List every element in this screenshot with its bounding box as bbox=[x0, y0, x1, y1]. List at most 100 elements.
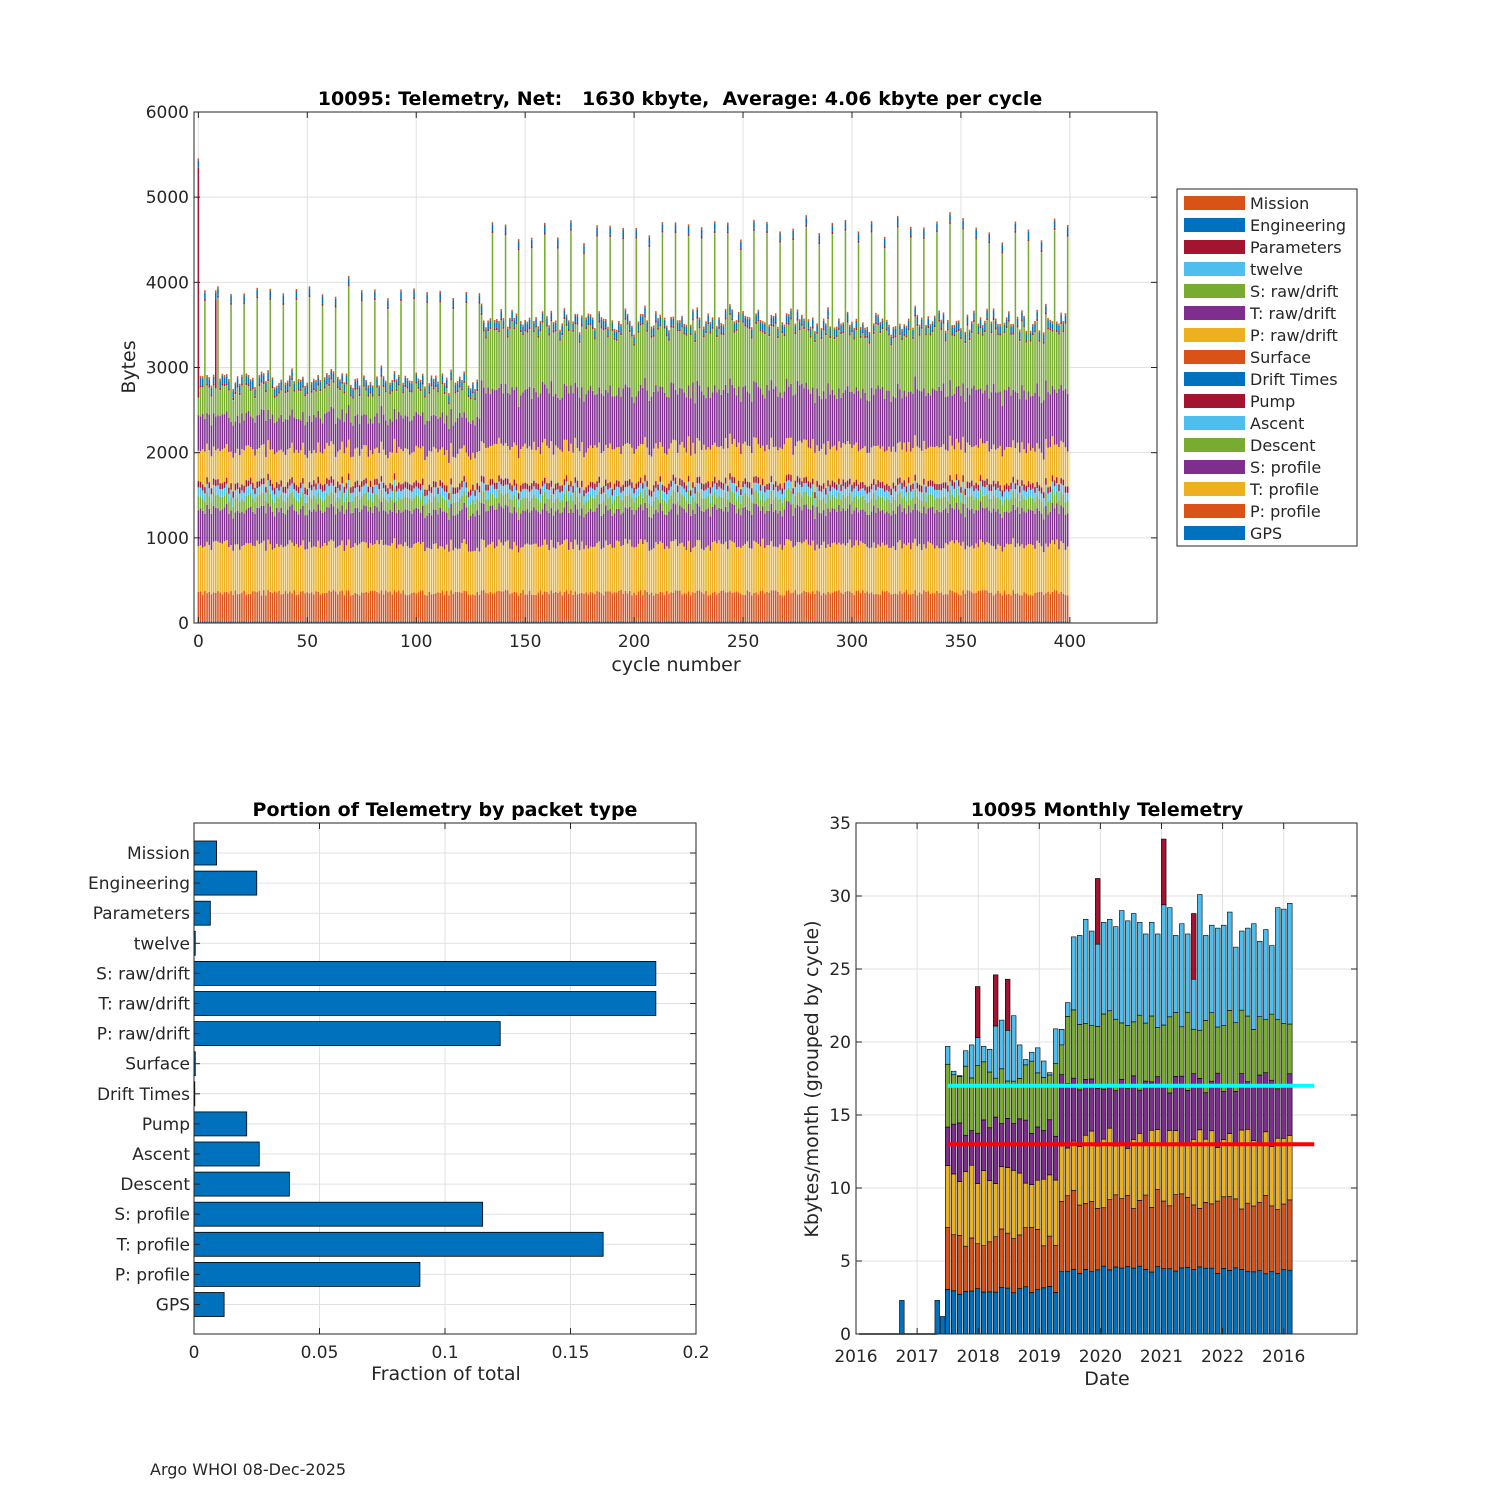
chart1-bar-segment bbox=[548, 620, 550, 623]
chart1-bar-segment bbox=[578, 334, 581, 341]
chart1-bar-segment bbox=[866, 338, 868, 401]
chart1-bar-segment bbox=[221, 449, 224, 483]
chart1-bar-segment bbox=[809, 393, 812, 449]
chart1-bar-segment bbox=[374, 300, 376, 417]
chart1-bar-segment bbox=[750, 620, 753, 623]
chart1-bar-segment bbox=[838, 318, 840, 321]
chart1-bar-segment bbox=[812, 328, 814, 388]
chart1-bar-segment bbox=[801, 620, 803, 623]
chart1-bar-segment bbox=[857, 231, 860, 234]
chart1-bar-segment bbox=[439, 486, 441, 495]
chart1-bar-segment bbox=[772, 324, 775, 327]
chart1-bar-segment bbox=[493, 443, 496, 483]
chart1-bar-segment bbox=[249, 381, 252, 389]
chart1-bar-segment bbox=[400, 593, 402, 621]
chart1-bar-segment bbox=[387, 298, 389, 301]
chart1-bar-segment bbox=[315, 489, 317, 499]
chart1-bar-segment bbox=[698, 506, 701, 541]
chart1-bar-segment bbox=[539, 320, 542, 323]
chart1-bar-segment bbox=[354, 592, 356, 621]
chart1-bar-segment bbox=[642, 316, 644, 323]
chart1-bar-segment bbox=[770, 476, 773, 482]
chart1-bar-segment bbox=[354, 508, 356, 544]
chart1-bar-segment bbox=[435, 543, 437, 594]
chart1-bar-segment bbox=[302, 505, 304, 541]
chart1-bar-segment bbox=[465, 417, 468, 453]
chart1-bar-segment bbox=[326, 493, 328, 508]
chart1-bar-segment bbox=[252, 591, 254, 621]
chart1-bar-segment bbox=[400, 544, 402, 594]
chart1-bar-segment bbox=[443, 455, 446, 485]
chart1-bar-segment bbox=[846, 620, 849, 623]
chart1-bar-segment bbox=[626, 386, 629, 444]
chart1-bar-segment bbox=[790, 475, 792, 482]
chart1-bar-segment bbox=[570, 222, 572, 229]
chart1-bar-segment bbox=[217, 620, 219, 623]
chart1-bar-segment bbox=[668, 499, 670, 512]
chart1-bar-segment bbox=[594, 546, 596, 595]
chart1-bar-segment bbox=[694, 339, 696, 342]
chart1-bar-segment bbox=[827, 441, 829, 481]
chart1-bar-segment bbox=[361, 301, 363, 416]
chart1-bar-segment bbox=[570, 231, 572, 386]
chart1-bar-segment bbox=[552, 494, 555, 503]
chart1-bar-segment bbox=[260, 373, 263, 381]
chart1-bar-segment bbox=[554, 498, 557, 512]
chart1-bar-segment bbox=[631, 396, 633, 448]
chart1-bar-segment bbox=[365, 478, 367, 484]
chart1-bar-segment bbox=[376, 479, 378, 485]
chart1-bar-segment bbox=[376, 494, 378, 508]
chart1-bar-segment bbox=[570, 590, 572, 621]
chart1-bar-segment bbox=[748, 620, 751, 623]
chart1-bar-segment bbox=[530, 510, 533, 545]
chart1-bar-segment bbox=[635, 238, 638, 397]
chart1-bar-segment bbox=[798, 492, 801, 507]
chart1-bar-segment bbox=[581, 508, 583, 542]
chart1-bar-segment bbox=[302, 540, 304, 592]
chart1-bar-segment bbox=[676, 590, 679, 621]
chart1-bar-segment bbox=[210, 494, 213, 503]
chart1-bar-segment bbox=[286, 449, 289, 482]
chart1-bar-segment bbox=[807, 389, 810, 448]
chart1-bar-segment bbox=[570, 620, 572, 623]
chart1-bar-segment bbox=[328, 541, 330, 591]
chart1-bar-segment bbox=[567, 620, 570, 623]
chart1-bar-segment bbox=[611, 593, 614, 621]
chart1-bar-segment bbox=[820, 330, 823, 337]
chart1-bar-segment bbox=[306, 384, 309, 393]
chart1-bar-segment bbox=[256, 592, 258, 621]
chart1-bar-segment bbox=[735, 547, 738, 592]
chart1-bar-segment bbox=[589, 316, 592, 324]
chart1-bar-segment bbox=[524, 331, 526, 390]
chart1-bar-segment bbox=[694, 487, 696, 494]
chart1-bar-segment bbox=[496, 321, 498, 328]
chart1-bar-segment bbox=[774, 496, 777, 510]
chart1-bar-segment bbox=[689, 552, 692, 596]
chart1-bar-segment bbox=[350, 493, 352, 502]
chart1-bar-segment bbox=[315, 417, 317, 453]
chart1-bar-segment bbox=[559, 486, 561, 493]
chart1-bar-segment bbox=[842, 543, 845, 595]
chart1-bar-segment bbox=[703, 511, 705, 551]
chart1-bar-segment bbox=[655, 487, 657, 497]
chart1-bar-segment bbox=[663, 317, 666, 320]
chart1-bar-segment bbox=[350, 595, 352, 621]
chart1-bar-segment bbox=[513, 541, 516, 592]
chart1-bar-segment bbox=[252, 545, 254, 592]
chart1-bar-segment bbox=[219, 510, 221, 543]
chart1-bar-segment bbox=[467, 387, 470, 395]
chart1-bar-segment bbox=[668, 490, 670, 500]
chart1-bar-segment bbox=[596, 542, 598, 592]
chart1-bar-segment bbox=[345, 509, 348, 546]
chart1-bar-segment bbox=[215, 416, 217, 451]
chart1-bar-segment bbox=[219, 451, 221, 483]
chart1-bar-segment bbox=[212, 446, 215, 479]
chart1-bar-segment bbox=[432, 620, 435, 623]
chart1-bar-segment bbox=[583, 457, 585, 490]
chart1-bar-segment bbox=[341, 373, 343, 376]
chart1-bar-segment bbox=[212, 492, 215, 506]
chart1-bar-segment bbox=[666, 503, 668, 515]
chart1-bar-segment bbox=[389, 509, 391, 546]
chart1-bar-segment bbox=[295, 499, 298, 512]
chart1-bar-segment bbox=[833, 394, 836, 446]
